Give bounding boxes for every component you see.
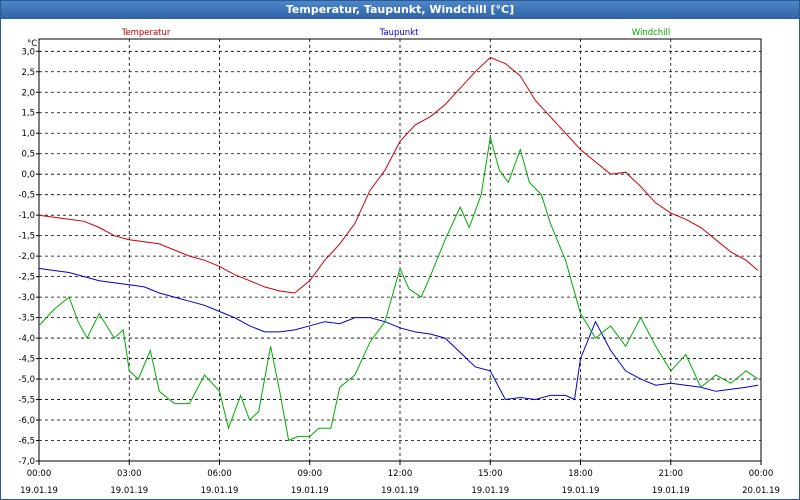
x-tick-date: 19.01.19 <box>471 486 509 496</box>
x-tick-time: 00:00 <box>27 469 52 479</box>
x-tick-date: 20.01.19 <box>742 486 780 496</box>
y-tick-label: 1,5 <box>21 109 35 119</box>
legend: Temperatur Taupunkt Windchill <box>121 28 671 38</box>
y-tick-label: -1,5 <box>18 232 35 242</box>
x-tick-date: 19.01.19 <box>381 486 419 496</box>
x-tick-time: 18:00 <box>568 469 593 479</box>
x-tick-date: 19.01.19 <box>562 486 600 496</box>
x-tick-time: 09:00 <box>298 469 323 479</box>
y-tick-label: -4,0 <box>18 334 35 344</box>
y-tick-label: 0,5 <box>21 150 35 160</box>
y-tick-label: -1,0 <box>18 211 35 221</box>
legend-temperatur: Temperatur <box>121 28 171 38</box>
y-tick-label: -2,5 <box>18 273 35 283</box>
y-tick-label: -5,5 <box>18 396 35 406</box>
y-tick-label: 2,5 <box>21 68 35 78</box>
series-line-windchill <box>38 137 759 442</box>
y-tick-label: 2,0 <box>21 88 35 98</box>
series-lines <box>38 56 759 442</box>
y-tick-label: -6,0 <box>18 416 35 426</box>
x-tick-date: 19.01.19 <box>291 486 329 496</box>
x-tick-date: 19.01.19 <box>652 486 690 496</box>
y-tick-label: 3,0 <box>21 47 35 57</box>
series-line-taupunkt <box>38 267 759 401</box>
y-axis: 3,0 2,5 2,0 1,5 1,0 0,5 0,0 -0,5 -1,0 -1,5 -2,0 -2,… <box>18 47 39 467</box>
x-tick-time: 15:00 <box>478 469 503 479</box>
x-tick-date: 19.01.19 <box>201 486 239 496</box>
y-tick-label: -5,0 <box>18 375 35 385</box>
x-tick-time: 06:00 <box>207 469 232 479</box>
y-tick-label: -4,5 <box>18 355 35 365</box>
x-tick-date: 19.01.19 <box>110 486 148 496</box>
y-tick-label: -3,0 <box>18 293 35 303</box>
legend-windchill: Windchill <box>632 28 671 38</box>
line-chart: 3,0 2,5 2,0 1,5 1,0 0,5 0,0 -0,5 -1,0 -1,5 -2,0 -2,… <box>18 28 780 496</box>
window-title: Temperatur, Taupunkt, Windchill [°C] <box>1 1 799 19</box>
y-tick-label: 0,0 <box>21 170 35 180</box>
y-tick-label: -3,5 <box>18 314 35 324</box>
grid <box>39 39 761 462</box>
x-tick-date: 19.01.19 <box>20 486 58 496</box>
x-tick-time: 12:00 <box>388 469 413 479</box>
y-tick-label: -2,0 <box>18 252 35 262</box>
y-tick-label: -0,5 <box>18 191 35 201</box>
x-axis: 00:00 19.01.19 03:00 19.01.19 06:00 19.01.19 0… <box>20 461 780 496</box>
x-tick-time: 21:00 <box>659 469 684 479</box>
y-tick-label: 1,0 <box>21 129 35 139</box>
x-tick-time: 03:00 <box>117 469 142 479</box>
y-tick-label: -6,5 <box>18 437 35 447</box>
series-line-temperatur <box>38 56 759 294</box>
y-axis-label: °C <box>27 39 37 49</box>
y-tick-label: -7,0 <box>18 457 35 467</box>
legend-taupunkt: Taupunkt <box>379 28 419 38</box>
x-tick-time: 00:00 <box>749 469 774 479</box>
